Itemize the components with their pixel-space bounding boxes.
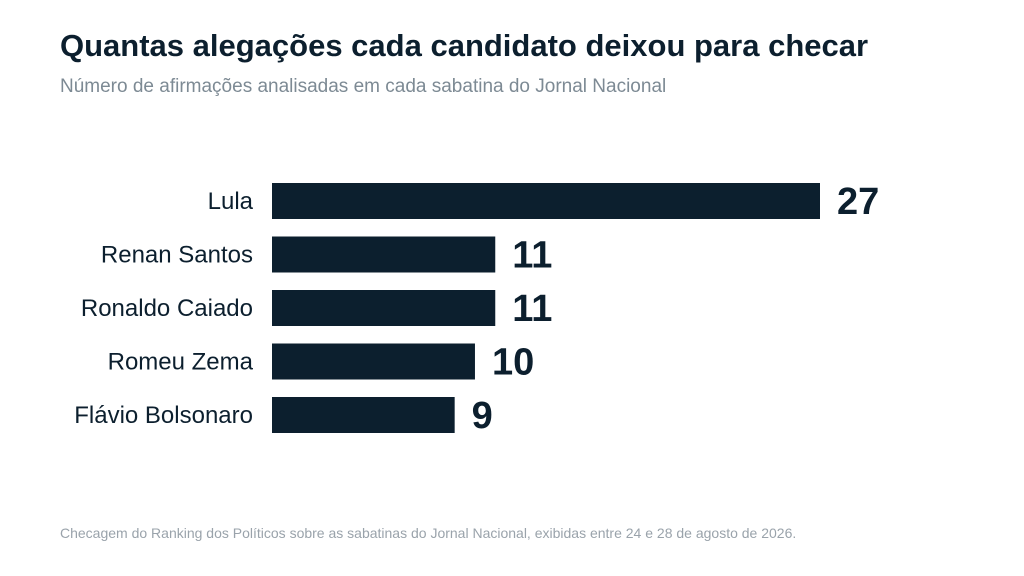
bar: [272, 236, 496, 273]
value-label: 11: [512, 235, 552, 277]
chart-title: Quantas alegações cada candidato deixou …: [60, 28, 869, 63]
category-label: Lula: [208, 188, 254, 215]
bar: [272, 183, 820, 219]
bar: [272, 343, 475, 380]
bar: [272, 397, 455, 433]
category-label: Romeu Zema: [108, 349, 254, 376]
category-label: Flávio Bolsonaro: [74, 402, 253, 429]
bar: [272, 290, 496, 326]
value-label: 11: [512, 288, 552, 330]
value-label: 27: [837, 181, 879, 223]
value-label: 9: [472, 395, 493, 437]
chart-subtitle: Número de afirmações analisadas em cada …: [60, 76, 667, 97]
source-footnote: Checagem do Ranking dos Políticos sobre …: [60, 525, 797, 541]
category-label: Renan Santos: [101, 242, 253, 269]
value-label: 10: [492, 342, 534, 384]
category-label: Ronaldo Caiado: [81, 295, 253, 322]
